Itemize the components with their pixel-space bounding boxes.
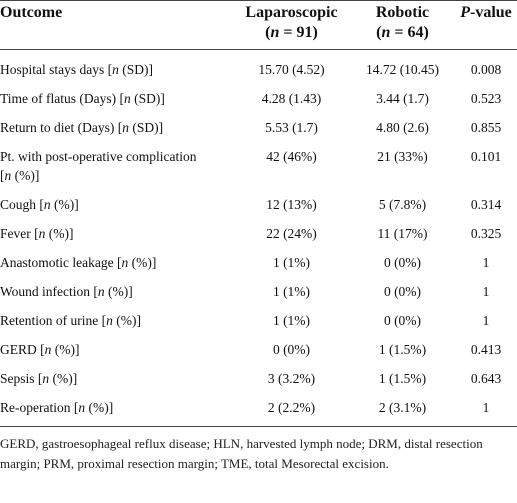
row-label: Pt. with post-operative complication [n … bbox=[0, 149, 197, 183]
table-cell: 11 (17%) bbox=[377, 226, 428, 241]
table-cell: 2 (2.2%) bbox=[233, 393, 350, 427]
table-cell: 0.413 bbox=[470, 342, 502, 357]
header-line: (n = 91) bbox=[265, 24, 318, 41]
table-row: Cough [n (%)] 12 (13%) 5 (7.8%) 0.314 bbox=[0, 190, 517, 219]
table-body: Hospital stays days [n (SD)] 15.70 (4.52)… bbox=[0, 50, 517, 427]
table-row: Sepsis [n (%)] 3 (3.2%) 1 (1.5%) 0.643 bbox=[0, 364, 517, 393]
table-cell: 4.28 (1.43) bbox=[261, 91, 322, 106]
table-cell: 1 (1%) bbox=[272, 255, 311, 270]
table-cell: 1 (1%) bbox=[272, 284, 311, 299]
table-cell: 5 (7.8%) bbox=[378, 197, 427, 212]
table-cell: 1 bbox=[482, 284, 490, 299]
row-label: Return to diet (Days) [n (SD)] bbox=[0, 120, 164, 135]
table-cell: 2 (3.1%) bbox=[350, 393, 455, 427]
row-label: GERD [n (%)] bbox=[0, 342, 80, 357]
table-cell: 1 bbox=[482, 255, 490, 270]
header-cell: Outcome bbox=[0, 0, 233, 50]
table-cell: 5.53 (1.7) bbox=[265, 120, 318, 135]
header-cell: Robotic (n = 64) bbox=[350, 0, 455, 50]
table-cell: 15.70 (4.52) bbox=[258, 62, 325, 77]
table-cell: 1 (1%) bbox=[272, 313, 311, 328]
header-row: Outcome Laparoscopic (n = 91) Robotic (n =… bbox=[0, 0, 517, 50]
row-label: Hospital stays days [n (SD)] bbox=[0, 62, 153, 77]
table-cell: 0.314 bbox=[470, 197, 502, 212]
table-cell: 0.008 bbox=[470, 62, 502, 77]
table-cell: 0.855 bbox=[470, 120, 502, 135]
header-line: Robotic bbox=[375, 4, 430, 21]
header-cell: P-value bbox=[455, 0, 517, 50]
table-row: Anastomotic leakage [n (%)] 1 (1%) 0 (0%) 1 bbox=[0, 248, 517, 277]
table-cell: 4.80 (2.6) bbox=[376, 120, 429, 135]
header-line: Laparoscopic bbox=[245, 4, 338, 21]
row-label: Re-operation [n (%)] bbox=[0, 393, 233, 427]
table-cell: 0.101 bbox=[470, 149, 502, 164]
table-row: Re-operation [n (%)] 2 (2.2%) 2 (3.1%) 1 bbox=[0, 393, 517, 427]
table-cell: 21 (33%) bbox=[377, 149, 428, 164]
table-row: Time of flatus (Days) [n (SD)] 4.28 (1.43… bbox=[0, 84, 517, 113]
table-row: Retention of urine [n (%)] 1 (1%) 0 (0%) 1 bbox=[0, 306, 517, 335]
row-label: Time of flatus (Days) [n (SD)] bbox=[0, 91, 165, 106]
table-cell: 42 (46%) bbox=[266, 149, 317, 164]
table-row: Wound infection [n (%)] 1 (1%) 0 (0%) 1 bbox=[0, 277, 517, 306]
table-cell: 0.325 bbox=[470, 226, 502, 241]
header-line: (n = 64) bbox=[376, 24, 429, 41]
table-row: Hospital stays days [n (SD)] 15.70 (4.52)… bbox=[0, 50, 517, 85]
row-label: Retention of urine [n (%)] bbox=[0, 313, 141, 328]
table-cell: 0 (0%) bbox=[383, 284, 422, 299]
row-label: Cough [n (%)] bbox=[0, 197, 79, 212]
table-row: Return to diet (Days) [n (SD)] 5.53 (1.7)… bbox=[0, 113, 517, 142]
table-cell: 22 (24%) bbox=[266, 226, 317, 241]
table-cell: 0.643 bbox=[470, 371, 502, 386]
row-label: Anastomotic leakage [n (%)] bbox=[0, 255, 157, 270]
table-row: Pt. with post-operative complication [n … bbox=[0, 142, 517, 190]
table-cell: 0 (0%) bbox=[383, 313, 422, 328]
table-row: GERD [n (%)] 0 (0%) 1 (1.5%) 0.413 bbox=[0, 335, 517, 364]
row-label: Sepsis [n (%)] bbox=[0, 371, 78, 386]
row-label: Wound infection [n (%)] bbox=[0, 284, 133, 299]
table-cell: 0 (0%) bbox=[383, 255, 422, 270]
table-cell: 1 bbox=[482, 313, 490, 328]
header-cell: Laparoscopic (n = 91) bbox=[233, 0, 350, 50]
table-cell: 1 (1.5%) bbox=[378, 342, 427, 357]
table-cell: 0 (0%) bbox=[272, 342, 311, 357]
results-table: Outcome Laparoscopic (n = 91) Robotic (n =… bbox=[0, 0, 517, 427]
table-cell: 1 bbox=[455, 393, 517, 427]
table-cell: 3 (3.2%) bbox=[267, 371, 316, 386]
table-cell: 0.523 bbox=[470, 91, 502, 106]
table-cell: 12 (13%) bbox=[266, 197, 317, 212]
row-label: Fever [n (%)] bbox=[0, 226, 74, 241]
table-row: Fever [n (%)] 22 (24%) 11 (17%) 0.325 bbox=[0, 219, 517, 248]
footnote: GERD, gastroesophageal reflux disease; H… bbox=[0, 436, 483, 471]
table-cell: 14.72 (10.45) bbox=[365, 62, 440, 77]
table-cell: 3.44 (1.7) bbox=[376, 91, 429, 106]
table-cell: 1 (1.5%) bbox=[378, 371, 427, 386]
